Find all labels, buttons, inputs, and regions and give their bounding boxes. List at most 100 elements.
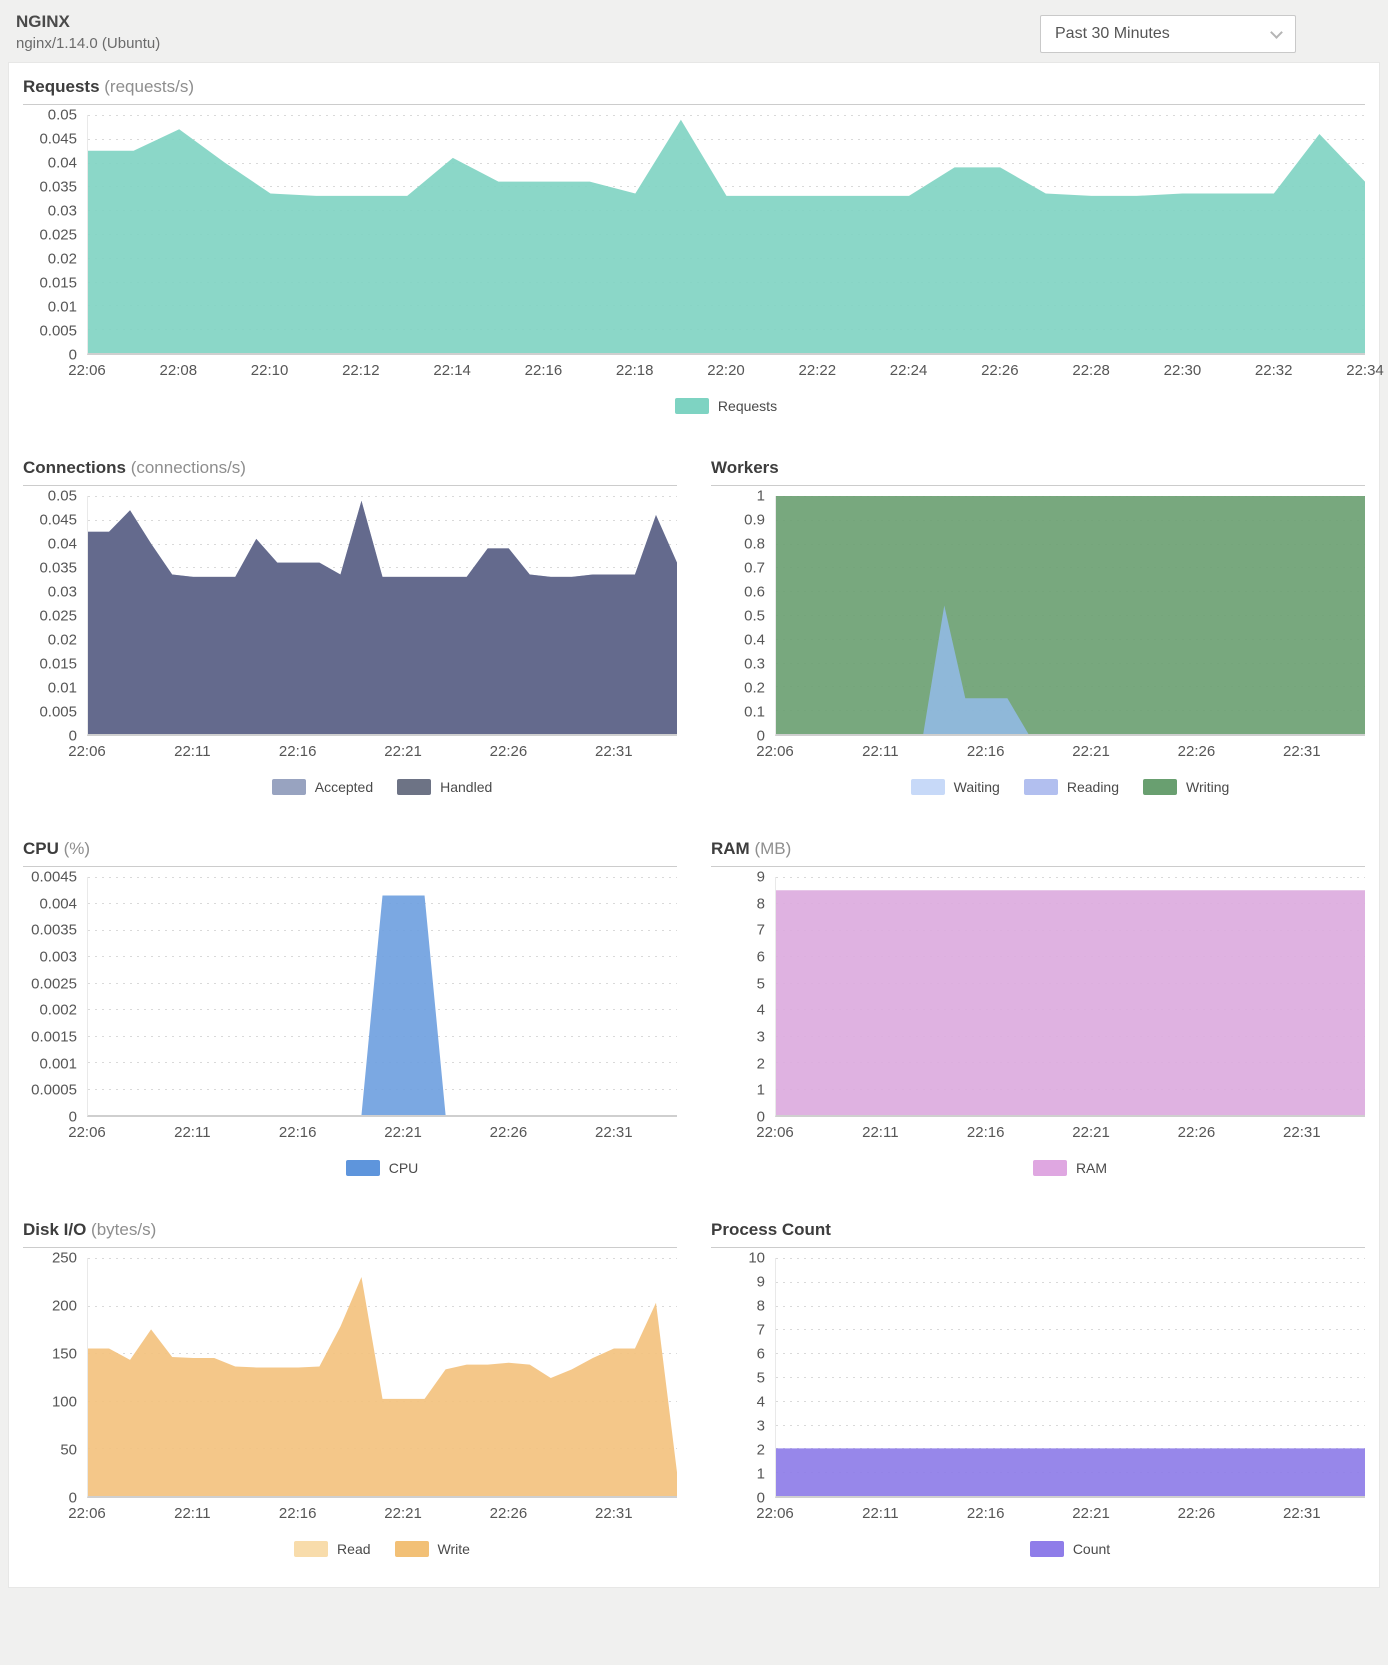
legend-item-count[interactable]: Count <box>1029 1541 1110 1557</box>
legend-item-requests[interactable]: Requests <box>674 398 777 414</box>
x-axis-tick-label: 22:21 <box>384 743 422 760</box>
legend-swatch <box>394 1541 429 1557</box>
process-count-chart-canvas <box>776 1448 1365 1496</box>
legend-label: Waiting <box>953 779 1000 795</box>
x-axis: 22:06 22:08 22:10 22:12 22:14 22:16 22:18 22:20… <box>68 362 1384 386</box>
legend-swatch <box>271 779 306 795</box>
legend-item-ram[interactable]: RAM <box>1032 1160 1107 1176</box>
process-count-chart: Process Count 0 1 2 3 4 5 6 7 8 9 10 22:06 22:11 22:… <box>711 1220 1365 1557</box>
x-axis-tick-label: 22:20 <box>707 362 745 379</box>
y-axis-tick-label: 4 <box>756 1393 765 1411</box>
chart-title-text: Workers <box>711 458 779 477</box>
legend-item-cpu[interactable]: CPU <box>345 1160 418 1176</box>
x-axis-tick-label: 22:26 <box>489 743 528 760</box>
legend-swatch <box>345 1160 380 1176</box>
x-axis-tick-label: 22:31 <box>595 1505 633 1522</box>
x-axis-tick-label: 22:06 <box>68 1505 106 1522</box>
time-range-value: Past 30 Minutes <box>1055 25 1170 42</box>
x-axis-tick-label: 22:32 <box>1254 362 1293 379</box>
y-axis: 0 0.1 0.2 0.3 0.4 0.5 0.6 0.7 0.8 0.9 1 <box>711 488 775 745</box>
legend-item-handled[interactable]: Handled <box>397 779 492 795</box>
y-axis: 0 1 2 3 4 5 6 7 8 9 10 <box>711 1250 775 1507</box>
plot-area[interactable] <box>775 496 1365 736</box>
x-axis-tick-label: 22:21 <box>384 1505 422 1522</box>
plot-area[interactable] <box>775 877 1365 1117</box>
x-axis-tick-label: 22:28 <box>1072 362 1110 379</box>
plot-area[interactable] <box>87 877 677 1117</box>
x-axis-tick-label: 22:11 <box>862 743 899 760</box>
chart-title-text: Connections <box>23 458 126 477</box>
plot-area[interactable] <box>87 1258 677 1498</box>
ram-chart: RAM (MB) 0 1 2 3 4 5 6 7 8 9 22:06 22:11 22:16 22:21… <box>711 839 1365 1176</box>
x-axis-tick-label: 22:21 <box>1072 1124 1110 1141</box>
y-axis-tick-label: 0.045 <box>39 130 77 148</box>
y-axis-tick-label: 0.035 <box>39 178 77 196</box>
legend: Read Write <box>87 1541 677 1557</box>
y-axis-tick-label: 0 <box>68 1108 77 1126</box>
legend-item-write[interactable]: Write <box>394 1541 470 1557</box>
y-axis-tick-label: 100 <box>51 1393 77 1411</box>
x-axis-tick-label: 22:31 <box>595 743 633 760</box>
y-axis-tick-label: 0.002 <box>39 1001 77 1019</box>
chart-title-text: Process Count <box>711 1220 831 1239</box>
y-axis-tick-label: 8 <box>756 895 765 913</box>
plot-area[interactable] <box>87 496 677 736</box>
legend: Requests <box>87 398 1365 414</box>
y-axis-tick-label: 10 <box>748 1249 765 1267</box>
y-axis-tick-label: 200 <box>51 1297 77 1315</box>
area-series-ram <box>776 890 1365 1115</box>
x-axis-tick-label: 22:06 <box>68 743 106 760</box>
y-axis-tick-label: 0.035 <box>39 559 77 577</box>
x-axis-tick-label: 22:06 <box>68 1124 106 1141</box>
legend-item-writing[interactable]: Writing <box>1143 779 1229 795</box>
area-series-requests <box>88 119 1365 353</box>
plot-area[interactable] <box>775 1258 1365 1498</box>
ram-chart-canvas <box>776 890 1365 1115</box>
legend-label: Writing <box>1186 779 1230 795</box>
y-axis-tick-label: 0.8 <box>744 535 765 553</box>
x-axis-tick-label: 22:11 <box>174 1124 211 1141</box>
requests-chart: Requests (requests/s) 0 0.005 0.01 0.015 0.0… <box>23 77 1384 414</box>
x-axis-tick-label: 22:26 <box>1177 1505 1216 1522</box>
y-axis: 0 0.005 0.01 0.015 0.02 0.025 0.03 0.035 0.04 0.0… <box>23 107 87 364</box>
x-axis-tick-label: 22:26 <box>489 1124 528 1141</box>
y-axis-tick-label: 8 <box>756 1297 765 1315</box>
y-axis-tick-label: 0.5 <box>744 607 765 625</box>
x-axis-tick-label: 22:06 <box>756 1505 794 1522</box>
x-axis-tick-label: 22:34 <box>1346 362 1384 379</box>
y-axis-tick-label: 1 <box>756 1081 765 1099</box>
x-axis: 22:06 22:11 22:16 22:21 22:26 22:31 <box>68 743 677 767</box>
x-axis-tick-label: 22:16 <box>524 362 563 379</box>
legend-item-waiting[interactable]: Waiting <box>910 779 1000 795</box>
x-axis-tick-label: 22:08 <box>159 362 198 379</box>
chart-title-text: RAM <box>711 839 750 858</box>
workers-chart: Workers 0 0.1 0.2 0.3 0.4 0.5 0.6 0.7 0.8 0.9 1 22… <box>711 458 1365 795</box>
y-axis-tick-label: 5 <box>756 1369 765 1387</box>
legend-label: Read <box>337 1541 371 1557</box>
x-axis-tick-label: 22:30 <box>1163 362 1202 379</box>
legend-swatch <box>294 1541 329 1557</box>
y-axis-tick-label: 2 <box>756 1441 765 1459</box>
legend-item-read[interactable]: Read <box>294 1541 371 1557</box>
y-axis-tick-label: 0.03 <box>47 202 77 220</box>
y-axis-tick-label: 0.005 <box>39 703 77 721</box>
y-axis-tick-label: 0.01 <box>47 298 77 316</box>
x-axis-tick-label: 22:14 <box>433 362 471 379</box>
y-axis-tick-label: 7 <box>756 921 765 939</box>
plot-area[interactable] <box>87 115 1365 355</box>
legend-item-reading[interactable]: Reading <box>1023 779 1119 795</box>
chart-unit: (%) <box>63 839 91 858</box>
chart-title: Connections (connections/s) <box>23 458 677 486</box>
y-axis-tick-label: 9 <box>756 868 765 886</box>
area-series-count <box>776 1448 1365 1496</box>
x-axis-tick-label: 22:16 <box>966 743 1005 760</box>
x-axis-tick-label: 22:11 <box>174 1505 211 1522</box>
time-range-dropdown[interactable]: Past 30 Minutes <box>1040 15 1296 53</box>
chart-title: CPU (%) <box>23 839 677 867</box>
chart-title: Requests (requests/s) <box>23 77 1365 105</box>
y-axis-tick-label: 1 <box>756 1465 765 1483</box>
y-axis-tick-label: 0.7 <box>744 559 765 577</box>
legend: RAM <box>775 1160 1365 1176</box>
y-axis-tick-label: 0.0025 <box>31 975 77 993</box>
legend-item-accepted[interactable]: Accepted <box>271 779 373 795</box>
